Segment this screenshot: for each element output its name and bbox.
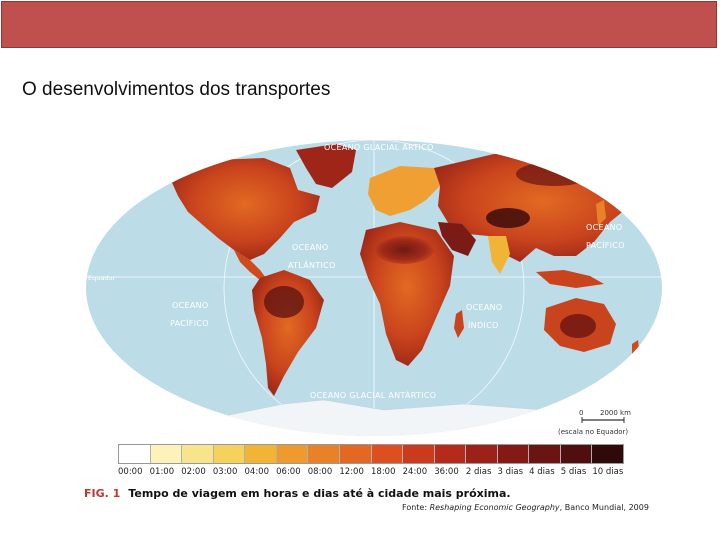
legend-swatch bbox=[213, 445, 246, 463]
outback-region bbox=[560, 314, 596, 338]
legend-swatch bbox=[150, 445, 183, 463]
india-land bbox=[488, 236, 510, 274]
europe-land bbox=[368, 166, 440, 216]
legend-label: 10 dias bbox=[592, 467, 624, 477]
legend-label: 01:00 bbox=[149, 467, 175, 477]
legend-label: 5 dias bbox=[560, 467, 587, 477]
source-credit: Fonte: Reshaping Economic Geography, Ban… bbox=[402, 503, 649, 512]
legend-label: 36:00 bbox=[434, 467, 459, 477]
legend-swatches bbox=[118, 444, 624, 464]
indonesia-land bbox=[536, 270, 604, 288]
legend-label: 12:00 bbox=[339, 467, 364, 477]
tibet-region bbox=[486, 208, 530, 228]
label-pacific-east-line2: PACÍFICO bbox=[586, 239, 625, 250]
label-indian-ocean-line2: ÍNDICO bbox=[468, 319, 499, 330]
label-atlantic-ocean-line2: ATLÂNTICO bbox=[288, 259, 336, 270]
slide-title: O desenvolvimentos dos transportes bbox=[22, 79, 331, 100]
legend-swatch bbox=[434, 445, 467, 463]
legend-label: 08:00 bbox=[307, 467, 333, 477]
legend-label: 06:00 bbox=[276, 467, 301, 477]
japan-land bbox=[596, 200, 606, 226]
legend-swatch bbox=[371, 445, 404, 463]
label-pacific-west-line2: PACÍFICO bbox=[170, 317, 209, 328]
madagascar-land bbox=[454, 310, 464, 338]
north-america-land bbox=[170, 158, 320, 260]
caption-text: Tempo de viagem em horas e dias até à ci… bbox=[128, 487, 511, 500]
legend-labels: 00:00 01:00 02:00 03:00 04:00 06:00 08:00 12:00… bbox=[118, 467, 624, 477]
sahara-region bbox=[374, 236, 434, 264]
amazon-region bbox=[264, 286, 304, 318]
label-indian-ocean-line1: OCEANO bbox=[466, 303, 503, 312]
scale-bar bbox=[581, 417, 625, 423]
legend-swatch bbox=[529, 445, 561, 463]
source-prefix: Fonte: bbox=[402, 503, 430, 512]
source-title: Reshaping Economic Geography bbox=[429, 503, 560, 512]
siberia-region bbox=[516, 162, 592, 186]
legend-swatch bbox=[592, 445, 623, 463]
label-atlantic-ocean-line1: OCEANO bbox=[292, 243, 329, 252]
legend-swatch bbox=[119, 445, 151, 463]
legend-label: 3 dias bbox=[497, 467, 524, 477]
label-antarctic-ocean: OCEANO GLACIAL ANTÁRTICO bbox=[310, 389, 436, 400]
legend-swatch bbox=[182, 445, 214, 463]
legend-label: 24:00 bbox=[402, 467, 428, 477]
scale-start-label: 0 bbox=[579, 409, 583, 417]
legend-swatch bbox=[560, 445, 593, 463]
legend-swatch bbox=[245, 445, 277, 463]
legend-swatch bbox=[497, 445, 530, 463]
legend-swatch bbox=[276, 445, 309, 463]
label-pacific-east-line1: OCEANO bbox=[586, 223, 623, 232]
legend-label: 4 dias bbox=[529, 467, 555, 477]
scale-note: (escala no Equador) bbox=[558, 428, 628, 436]
legend-swatch bbox=[466, 445, 498, 463]
legend-label: 02:00 bbox=[181, 467, 206, 477]
scale-end-label: 2000 km bbox=[600, 409, 631, 417]
legend-swatch bbox=[403, 445, 435, 463]
arabia-land bbox=[438, 222, 476, 256]
title-banner bbox=[1, 1, 717, 48]
greenland-land bbox=[296, 144, 356, 188]
figure-caption: FIG. 1 Tempo de viagem em horas e dias at… bbox=[84, 487, 511, 500]
label-pacific-west-line1: OCEANO bbox=[172, 301, 209, 310]
legend-label: 04:00 bbox=[244, 467, 270, 477]
world-map: OCEANO GLACIAL ÁRTICO OCEANO ATLÂNTICO O… bbox=[84, 138, 664, 438]
label-arctic-ocean: OCEANO GLACIAL ÁRTICO bbox=[324, 141, 434, 152]
legend-label: 18:00 bbox=[371, 467, 396, 477]
legend-swatch bbox=[308, 445, 340, 463]
label-equator: Equador bbox=[88, 274, 115, 282]
legend-label: 03:00 bbox=[212, 467, 238, 477]
legend-label: 00:00 bbox=[118, 467, 143, 477]
source-suffix: , Banco Mundial, 2009 bbox=[559, 503, 649, 512]
figure-number: FIG. 1 bbox=[84, 487, 121, 500]
legend-swatch bbox=[339, 445, 372, 463]
legend-label: 2 dias bbox=[465, 467, 492, 477]
central-america-land bbox=[234, 250, 266, 280]
